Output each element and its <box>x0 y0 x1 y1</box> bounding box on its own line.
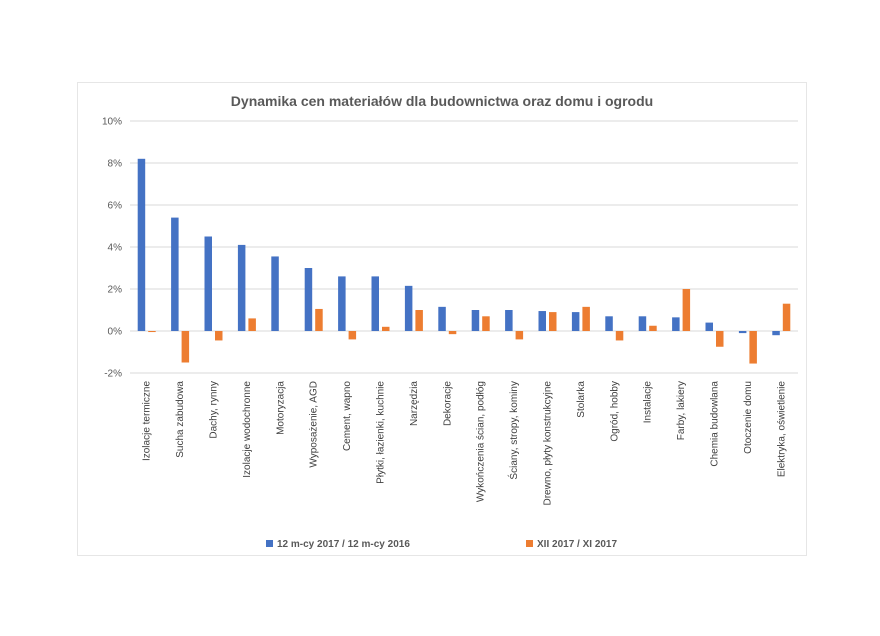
x-category-label: Cement, wapno <box>342 381 353 451</box>
gridlines <box>130 120 798 374</box>
bar-series-2 <box>549 312 557 331</box>
x-category-label: Sucha zabudowa <box>175 381 186 458</box>
bar-series-1 <box>271 256 279 331</box>
y-tick-label: 4% <box>108 243 123 254</box>
legend-swatch <box>526 540 533 547</box>
legend-item: 12 m-cy 2017 / 12 m-cy 2016 <box>266 539 410 550</box>
bar-series-2 <box>782 303 791 331</box>
x-axis-categories: Izolacje termiczne Sucha zabudowa Dachy, r… <box>142 381 788 506</box>
bar-series-1 <box>304 268 313 331</box>
bar-series-1 <box>571 312 580 331</box>
bar-series-1 <box>204 236 212 331</box>
chart-frame: Dynamika cen materiałów dla budownictwa … <box>77 82 807 556</box>
bar-series-2 <box>749 331 757 364</box>
x-category-label: Wyposażenie, AGD <box>309 381 320 468</box>
bar-series-1 <box>638 316 647 331</box>
x-category-label: Drewno, płyty konstrukcyjne <box>543 381 554 506</box>
y-tick-label: 2% <box>108 285 123 296</box>
x-category-label: Ściany, stropy, kominy <box>507 381 520 480</box>
legend: 12 m-cy 2017 / 12 m-cy 2016 XII 2017 / XI… <box>266 539 617 550</box>
y-tick-label: 8% <box>108 159 123 170</box>
bar-series-1 <box>237 244 246 331</box>
x-category-label: Otoczenie domu <box>743 381 754 454</box>
x-category-label: Instalacje <box>643 381 654 424</box>
x-category-label: Izolacje wodochronne <box>242 381 253 478</box>
bar-series-1 <box>438 306 446 331</box>
bar-series-1 <box>171 217 179 331</box>
bar-series-1 <box>605 316 613 331</box>
bars <box>137 158 791 364</box>
x-category-label: Chemia budowlana <box>710 381 721 467</box>
bar-series-2 <box>515 331 524 340</box>
bar-series-2 <box>348 331 357 340</box>
x-category-label: Farby, lakiery <box>676 381 687 440</box>
x-category-label: Narzędzia <box>409 381 420 426</box>
x-category-label: Wykończenia ścian, podłóg <box>476 381 487 502</box>
bar-series-2 <box>482 316 490 331</box>
bar-series-1 <box>404 285 413 331</box>
bar-series-2 <box>215 331 223 341</box>
bar-series-1 <box>505 310 513 331</box>
y-tick-label: 10% <box>102 117 122 128</box>
bar-series-2 <box>415 310 423 331</box>
legend-label: XII 2017 / XI 2017 <box>537 539 617 550</box>
x-category-label: Ogród, hobby <box>609 381 620 442</box>
y-axis-ticks: -2% 0% 2% 4% 6% 8% 10% <box>102 117 122 380</box>
legend-label: 12 m-cy 2017 / 12 m-cy 2016 <box>277 539 410 550</box>
bar-series-2 <box>615 331 624 341</box>
bar-series-2 <box>448 331 457 335</box>
bar-series-2 <box>682 289 691 331</box>
legend-item: XII 2017 / XI 2017 <box>526 539 617 550</box>
bar-series-2 <box>716 331 724 347</box>
x-category-label: Płytki, łazienki, kuchnie <box>376 381 387 484</box>
bar-series-2 <box>582 306 590 331</box>
bar-series-2 <box>148 331 156 333</box>
x-category-label: Motoryzacja <box>275 381 286 435</box>
bar-series-1 <box>705 322 713 331</box>
bar-series-2 <box>181 331 190 363</box>
y-tick-label: -2% <box>104 369 122 380</box>
bar-series-2 <box>382 326 390 331</box>
bar-series-1 <box>371 276 379 331</box>
x-category-label: Dachy, rynny <box>209 381 220 439</box>
bar-series-1 <box>338 276 346 331</box>
x-category-label: Elektryka, oświetlenie <box>776 381 787 478</box>
bar-series-1 <box>137 158 146 331</box>
bar-series-2 <box>649 325 657 331</box>
bar-series-2 <box>315 308 323 331</box>
x-category-label: Stolarka <box>576 381 587 418</box>
x-category-label: Izolacje termiczne <box>142 381 153 461</box>
y-tick-label: 0% <box>108 327 123 338</box>
x-category-label: Dekoracje <box>442 381 453 426</box>
bar-series-1 <box>772 331 780 336</box>
bar-chart: Dynamika cen materiałów dla budownictwa … <box>102 93 798 550</box>
legend-swatch <box>266 540 273 547</box>
chart-title: Dynamika cen materiałów dla budownictwa … <box>231 93 653 109</box>
bar-series-1 <box>672 317 680 331</box>
bar-series-1 <box>738 331 747 334</box>
y-tick-label: 6% <box>108 201 123 212</box>
bar-series-1 <box>471 310 480 331</box>
bar-series-1 <box>538 311 546 331</box>
bar-series-2 <box>248 318 256 331</box>
